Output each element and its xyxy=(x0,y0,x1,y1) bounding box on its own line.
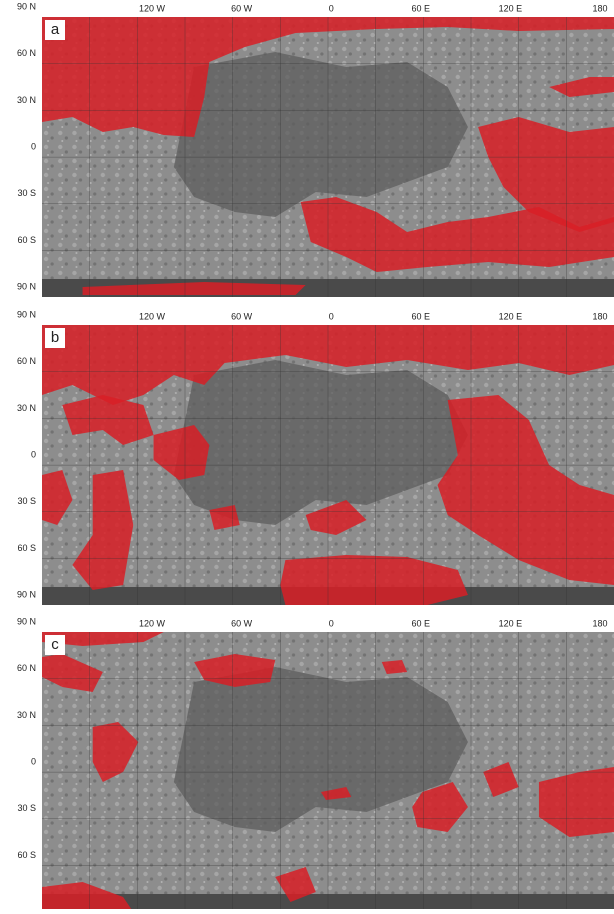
latitude-label: 90 N xyxy=(17,616,36,626)
map-panel: c 120 W 60 W 0 60 E 120 E 180 90 N 60 N 30 N 0 30 S… xyxy=(17,616,614,909)
longitude-label: 0 xyxy=(329,618,334,628)
latitude-label: 0 xyxy=(31,756,36,766)
latitude-label: 30 S xyxy=(17,188,36,198)
map-panel: a 120 W 60 W 0 60 E 120 E 180 90 N 60 N 30 N 0 30 S… xyxy=(17,1,614,297)
latitude-label: 60 N xyxy=(17,48,36,58)
latitude-label: 90 N xyxy=(17,590,36,600)
moon-map xyxy=(42,325,614,605)
figure: a 120 W 60 W 0 60 E 120 E 180 90 N 60 N 30 N 0 30 S… xyxy=(0,0,614,909)
longitude-label: 60 E xyxy=(412,311,431,321)
latitude-label: 30 S xyxy=(17,496,36,506)
moon-map xyxy=(42,632,614,909)
panel-label: b xyxy=(51,329,59,346)
longitude-label: 180 xyxy=(592,618,607,628)
longitude-label: 60 W xyxy=(231,618,253,628)
longitude-label: 0 xyxy=(329,3,334,13)
longitude-label: 120 E xyxy=(499,3,523,13)
longitude-label: 120 W xyxy=(139,311,166,321)
latitude-label: 90 N xyxy=(17,309,36,319)
longitude-label: 120 E xyxy=(499,618,523,628)
longitude-label: 120 W xyxy=(139,618,166,628)
latitude-label: 60 S xyxy=(17,543,36,553)
longitude-label: 180 xyxy=(592,311,607,321)
longitude-label: 0 xyxy=(329,311,334,321)
latitude-label: 0 xyxy=(31,449,36,459)
map-panel: b 120 W 60 W 0 60 E 120 E 180 90 N 60 N 30 N 0 30 S… xyxy=(17,309,614,605)
latitude-label: 90 N xyxy=(17,1,36,11)
latitude-label: 30 S xyxy=(17,803,36,813)
latitude-label: 90 N xyxy=(17,282,36,292)
panel-label: a xyxy=(51,21,60,38)
longitude-label: 60 E xyxy=(412,3,431,13)
longitude-label: 60 W xyxy=(231,311,253,321)
moon-map xyxy=(42,17,614,297)
latitude-label: 0 xyxy=(31,141,36,151)
latitude-label: 60 S xyxy=(17,235,36,245)
longitude-label: 60 E xyxy=(412,618,431,628)
latitude-label: 30 N xyxy=(17,710,36,720)
latitude-label: 60 N xyxy=(17,356,36,366)
longitude-label: 120 E xyxy=(499,311,523,321)
latitude-label: 30 N xyxy=(17,403,36,413)
longitude-label: 60 W xyxy=(231,3,253,13)
longitude-label: 120 W xyxy=(139,3,166,13)
longitude-label: 180 xyxy=(592,3,607,13)
latitude-label: 30 N xyxy=(17,95,36,105)
panel-label: c xyxy=(51,636,59,653)
latitude-label: 60 S xyxy=(17,850,36,860)
latitude-label: 60 N xyxy=(17,663,36,673)
